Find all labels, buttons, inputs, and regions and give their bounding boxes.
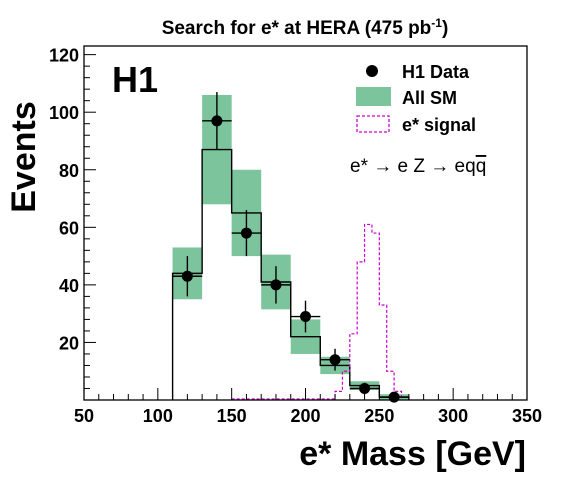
legend: H1 Data All SM e* signal bbox=[356, 62, 476, 135]
legend-sm-swatch bbox=[356, 87, 391, 106]
legend-signal-label: e* signal bbox=[402, 115, 476, 135]
data-point-0 bbox=[172, 256, 203, 297]
data-point-4 bbox=[290, 300, 321, 333]
data-marker-3 bbox=[270, 279, 282, 291]
chart-title-end: ) bbox=[442, 18, 448, 39]
signal-histogram-line bbox=[231, 223, 410, 400]
data-marker-2 bbox=[240, 227, 252, 239]
x-tick-label-5: 300 bbox=[438, 406, 468, 426]
x-tick-label-6: 350 bbox=[512, 406, 542, 426]
experiment-label: H1 bbox=[112, 59, 158, 100]
process-arrow-2: → bbox=[430, 156, 449, 177]
sm-uncertainty-bands bbox=[172, 94, 409, 400]
data-marker-4 bbox=[300, 311, 311, 323]
signal-histogram bbox=[231, 223, 410, 400]
data-point-6 bbox=[349, 382, 380, 395]
x-tick-label-1: 100 bbox=[143, 406, 173, 426]
x-tick-label-2: 150 bbox=[217, 406, 247, 426]
process-arrow-1: → bbox=[373, 156, 392, 177]
x-tick-label-4: 250 bbox=[364, 406, 394, 426]
plot-area bbox=[171, 92, 410, 403]
sm-histogram bbox=[171, 148, 410, 400]
y-tick-label-2: 60 bbox=[59, 218, 79, 238]
y-axis-label: Events bbox=[5, 101, 43, 213]
process-prefix: e* bbox=[350, 156, 373, 177]
data-point-5 bbox=[320, 348, 350, 371]
data-point-1 bbox=[202, 92, 232, 150]
x-tick-label-0: 50 bbox=[74, 406, 94, 426]
x-axis-label: e* Mass [GeV] bbox=[299, 435, 526, 473]
data-marker-6 bbox=[359, 382, 371, 394]
process-middle: e Z bbox=[392, 156, 430, 177]
chart-title-superscript: -1 bbox=[431, 16, 442, 30]
process-suffix: eq bbox=[449, 156, 475, 177]
y-tick-label-3: 80 bbox=[59, 161, 79, 181]
legend-sm-label: All SM bbox=[402, 88, 457, 108]
y-tick-label-1: 40 bbox=[59, 276, 79, 296]
chart-title-main: Search for e* at HERA (475 pb bbox=[162, 18, 432, 39]
x-tick-label-3: 200 bbox=[290, 406, 320, 426]
data-point-3 bbox=[261, 266, 291, 304]
data-marker-1 bbox=[211, 115, 223, 127]
axes: 50 100 150 200 250 300 350 20 40 60 80 100 120 bbox=[49, 45, 542, 426]
legend-signal-swatch bbox=[356, 115, 390, 133]
process-qbar: q bbox=[476, 156, 487, 177]
data-marker-0 bbox=[181, 270, 193, 282]
legend-data-marker bbox=[366, 65, 378, 77]
data-marker-5 bbox=[329, 354, 341, 366]
y-tick-label-5: 120 bbox=[49, 46, 79, 66]
chart-title: Search for e* at HERA (475 pb-1) bbox=[162, 16, 449, 39]
legend-data-label: H1 Data bbox=[402, 62, 470, 82]
y-tick-label-0: 20 bbox=[59, 333, 79, 353]
y-tick-label-4: 100 bbox=[49, 103, 79, 123]
process-label: e* → e Z → eqq bbox=[350, 156, 486, 177]
data-point-2 bbox=[231, 210, 262, 257]
sm-histogram-line bbox=[171, 148, 410, 400]
